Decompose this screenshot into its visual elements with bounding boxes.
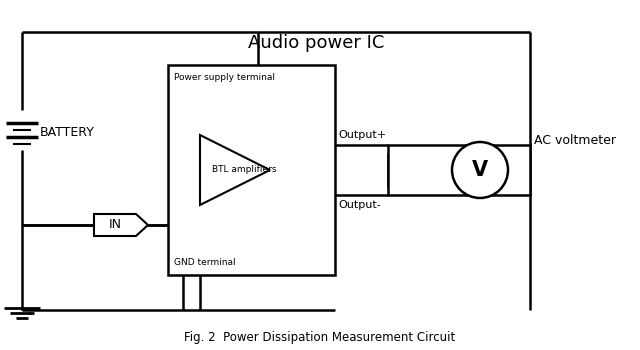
- Text: Fig. 2  Power Dissipation Measurement Circuit: Fig. 2 Power Dissipation Measurement Cir…: [184, 331, 456, 344]
- Text: AC voltmeter: AC voltmeter: [534, 133, 616, 147]
- Text: BTL amplifiers: BTL amplifiers: [212, 166, 276, 175]
- Circle shape: [452, 142, 508, 198]
- Text: GND terminal: GND terminal: [174, 258, 236, 267]
- Text: Load
resistance: Load resistance: [418, 155, 483, 184]
- Text: Output-: Output-: [338, 200, 381, 210]
- Text: Audio power IC: Audio power IC: [248, 34, 385, 52]
- Polygon shape: [94, 214, 148, 236]
- Text: Output+: Output+: [338, 130, 386, 140]
- Text: Power supply terminal: Power supply terminal: [174, 73, 275, 82]
- Text: V: V: [472, 160, 488, 180]
- Text: BATTERY: BATTERY: [40, 126, 95, 140]
- Bar: [388, 154, 410, 186]
- Bar: [388, 145, 530, 195]
- Bar: [168, 65, 335, 275]
- Text: IN: IN: [109, 218, 122, 231]
